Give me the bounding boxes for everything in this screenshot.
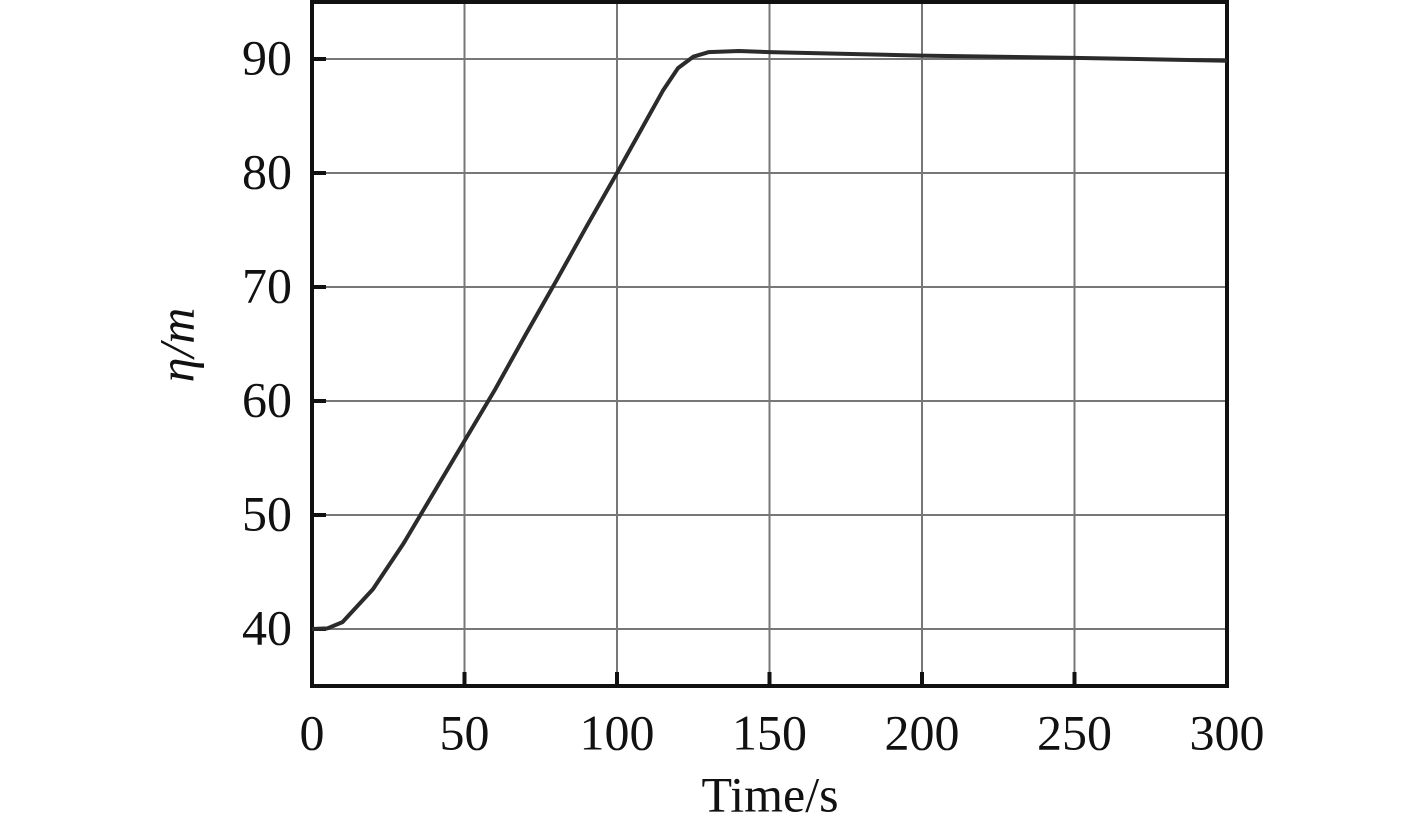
x-tick-label: 150 <box>732 704 807 760</box>
x-tick-label: 100 <box>580 704 655 760</box>
y-tick-label: 70 <box>242 257 292 313</box>
x-tick-label: 0 <box>300 704 325 760</box>
x-axis-title: Time/s <box>701 766 838 822</box>
y-tick-label: 60 <box>242 371 292 427</box>
y-tick-label: 40 <box>242 599 292 655</box>
x-tick-label: 200 <box>885 704 960 760</box>
x-tick-label: 250 <box>1037 704 1112 760</box>
y-tick-label: 80 <box>242 143 292 199</box>
data-line <box>311 49 1228 631</box>
y-tick-label: 50 <box>242 485 292 541</box>
plot-frame <box>310 0 1229 688</box>
x-tick-label: 50 <box>440 704 490 760</box>
y-tick-label: 90 <box>242 29 292 85</box>
y-axis-title: η/m <box>148 308 204 383</box>
x-tick-label: 300 <box>1190 704 1265 760</box>
